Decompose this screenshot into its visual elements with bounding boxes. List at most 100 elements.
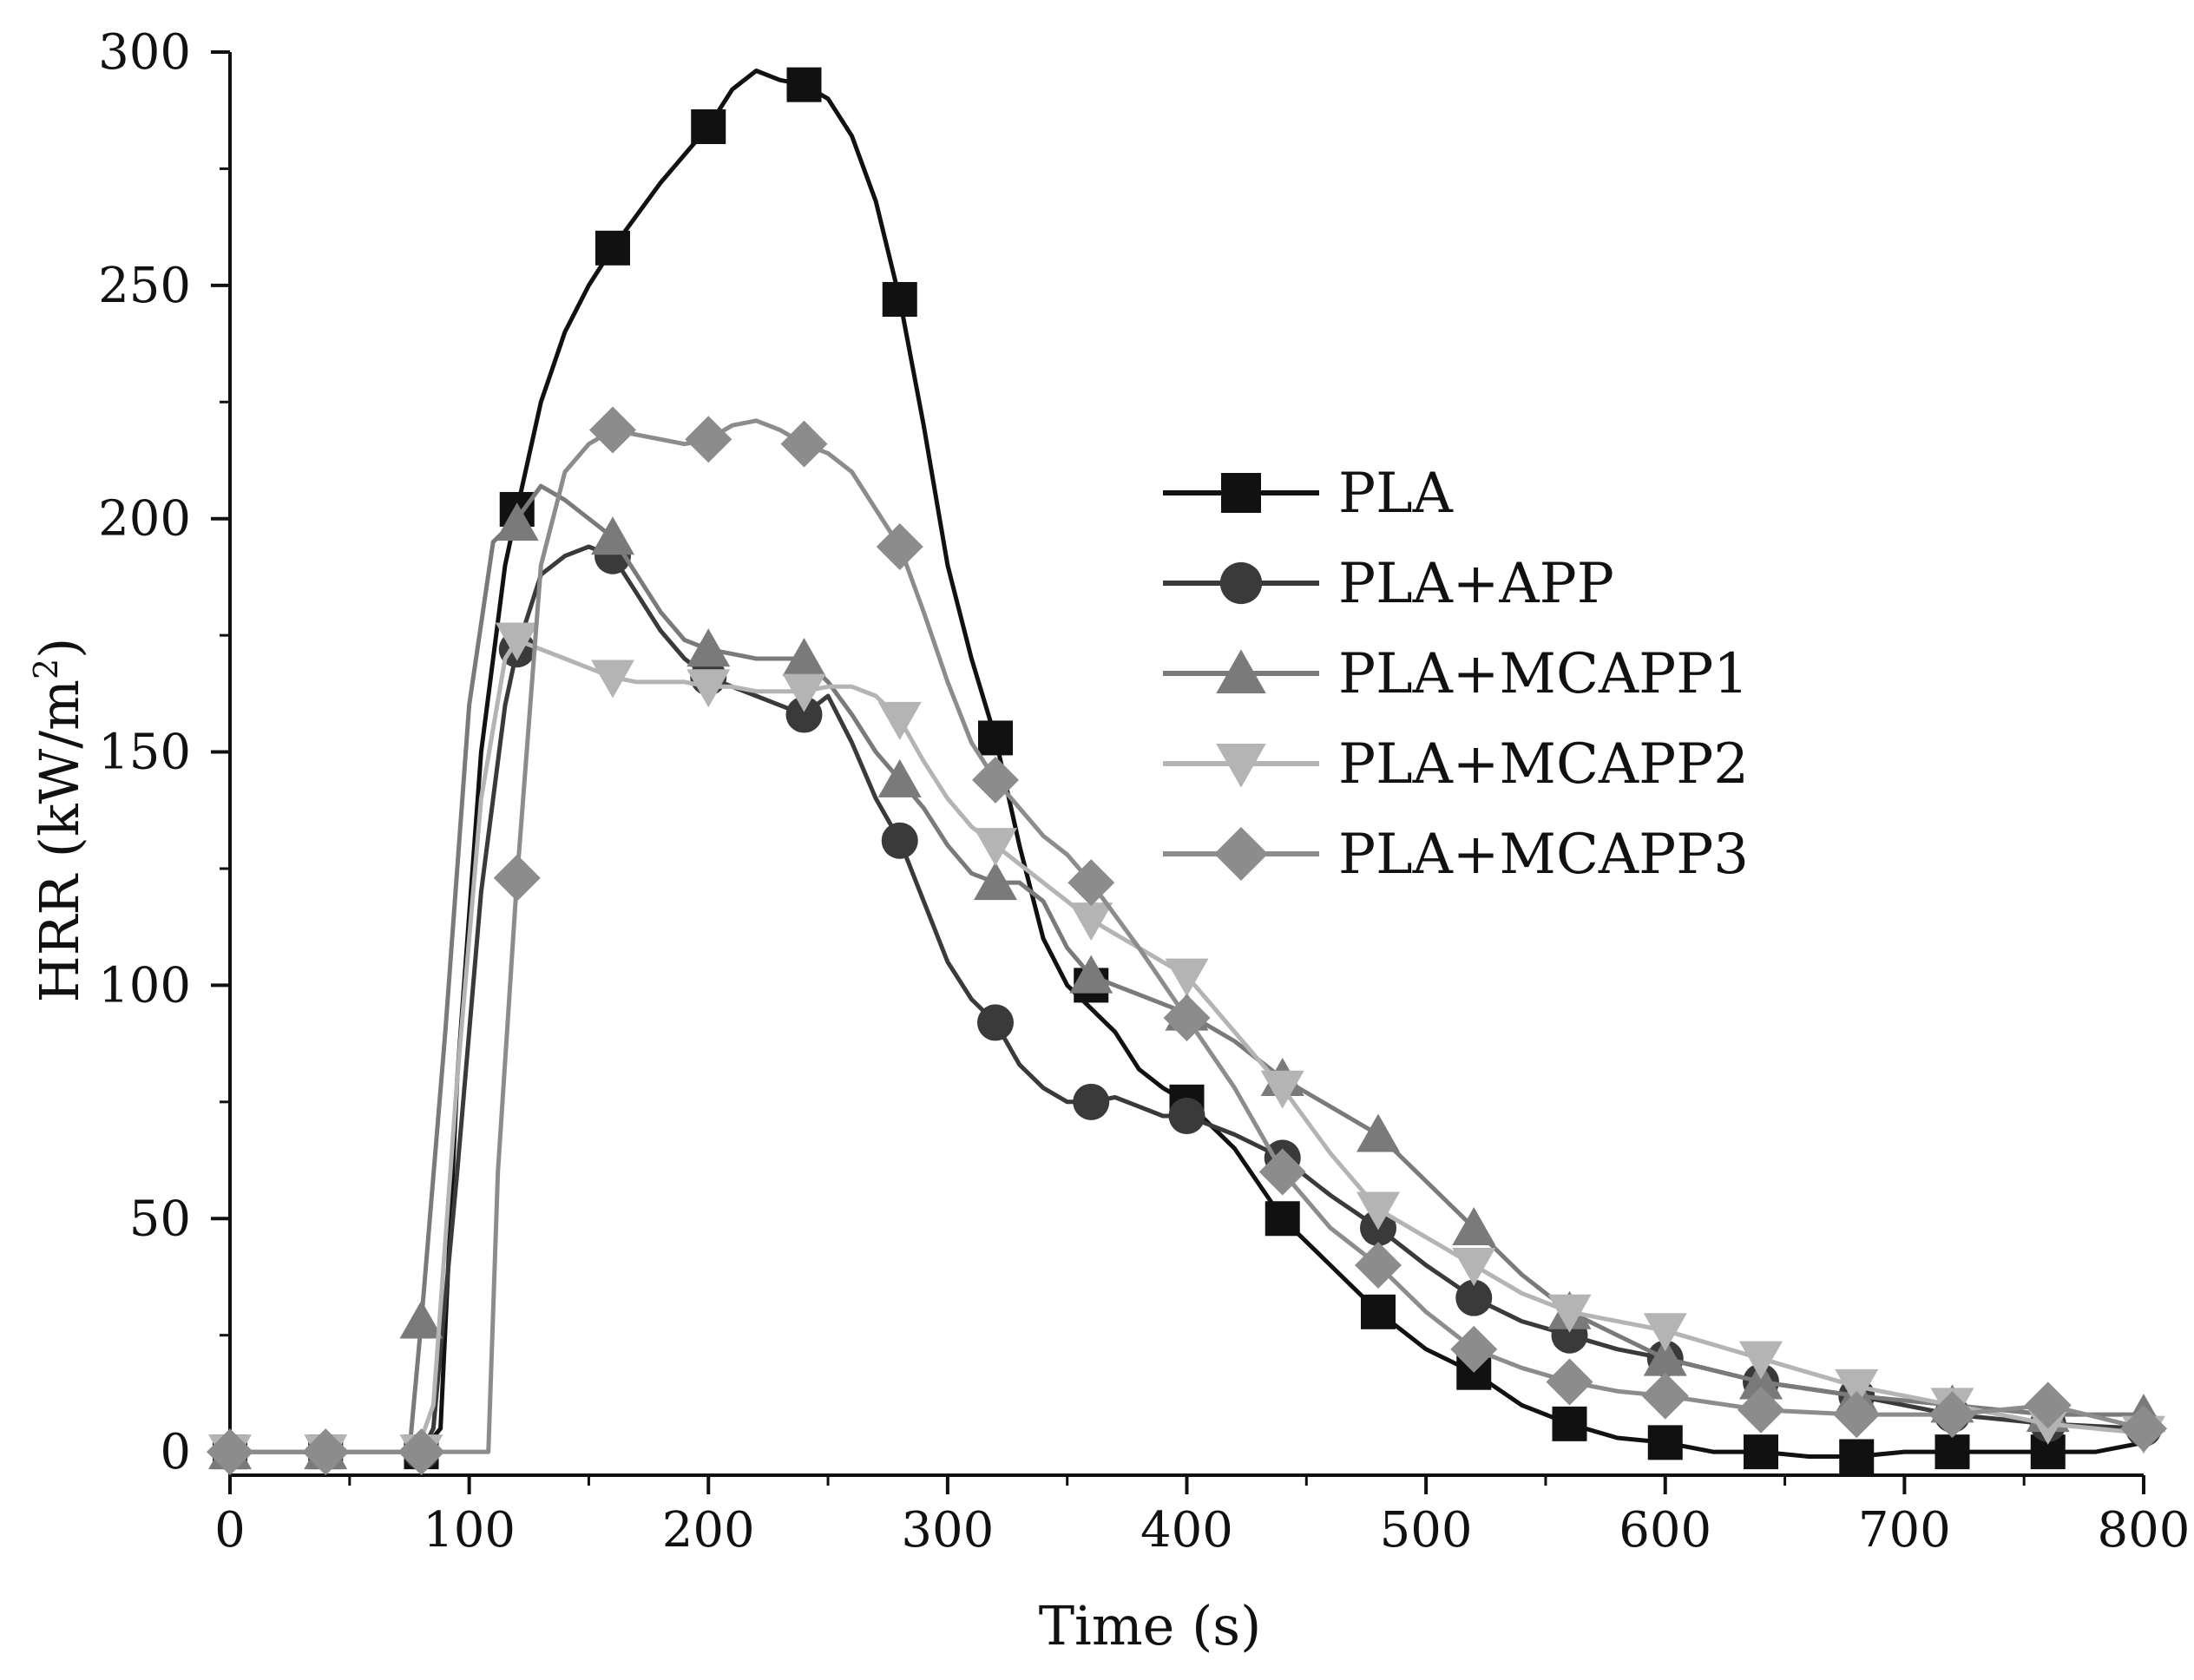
data-point <box>2120 1405 2167 1453</box>
data-point <box>207 1428 253 1476</box>
data-point <box>1839 1439 1875 1474</box>
data-point <box>495 622 539 661</box>
data-point <box>1737 1386 1784 1434</box>
legend-item: PLA+MCAPP1 <box>1163 642 1749 706</box>
y-tick-label: 250 <box>98 258 191 314</box>
data-point <box>1067 859 1115 907</box>
x-tick-label: 100 <box>423 1502 516 1559</box>
y-tick-label: 100 <box>98 957 191 1014</box>
data-point <box>1739 1361 1783 1400</box>
legend-label: PLA <box>1338 462 1454 526</box>
data-point <box>2024 1381 2072 1429</box>
axis-ticks: 0 100 200 300 400 500 600 700 800 0 50 100 150 200 250… <box>98 24 2190 1559</box>
legend-marker <box>1213 826 1269 882</box>
data-point <box>974 862 1017 901</box>
data-point <box>972 756 1019 804</box>
data-point <box>1258 1148 1306 1196</box>
x-tick-label: 700 <box>1858 1502 1951 1559</box>
data-point <box>495 502 539 541</box>
data-point <box>1744 1434 1778 1470</box>
series-line <box>230 638 2145 1454</box>
x-tick-label: 500 <box>1380 1502 1473 1559</box>
legend-label: PLA+APP <box>1338 552 1614 616</box>
data-point <box>1928 1391 1976 1439</box>
y-tick-label: 0 <box>160 1424 191 1480</box>
data-point <box>1168 1097 1205 1134</box>
series-pla <box>213 67 2145 1474</box>
data-point <box>399 1300 443 1339</box>
legend-label: PLA+MCAPP2 <box>1338 732 1749 797</box>
y-axis-title: HRR (kW/m2) <box>27 638 91 1003</box>
data-point <box>1163 994 1211 1042</box>
data-point <box>1356 1113 1400 1152</box>
x-axis-title: Time (s) <box>1039 1594 1262 1657</box>
data-point <box>780 420 828 468</box>
data-point <box>1552 1406 1587 1441</box>
x-tick-label: 200 <box>662 1502 755 1559</box>
data-point <box>1835 1368 1879 1408</box>
data-point <box>1355 1242 1402 1290</box>
data-point <box>882 281 917 317</box>
data-point <box>1546 1358 1593 1406</box>
x-tick-label: 800 <box>2098 1502 2191 1559</box>
legend-marker <box>1216 649 1266 693</box>
data-point <box>1647 1425 1683 1460</box>
data-point <box>302 1428 350 1476</box>
series-line <box>230 483 2144 1454</box>
data-point <box>691 109 726 145</box>
data-point <box>591 660 634 699</box>
data-point <box>1455 1279 1493 1316</box>
data-point <box>1641 1372 1689 1420</box>
data-point <box>1452 1248 1496 1287</box>
data-point <box>1069 955 1113 994</box>
data-point <box>881 822 918 859</box>
legend-label: PLA+MCAPP1 <box>1338 642 1749 706</box>
data-point <box>876 522 923 570</box>
x-tick-label: 0 <box>214 1502 246 1559</box>
x-tick-label: 400 <box>1140 1502 1233 1559</box>
data-point <box>1739 1341 1783 1380</box>
data-point <box>591 516 634 555</box>
legend-item: PLA+MCAPP2 <box>1163 732 1749 797</box>
y-tick-label: 150 <box>98 725 191 781</box>
data-point <box>877 758 922 797</box>
data-point <box>785 696 823 733</box>
x-tick-label: 300 <box>901 1502 994 1559</box>
data-point <box>595 230 630 266</box>
y-tick-label: 300 <box>98 24 191 81</box>
data-point <box>782 673 826 712</box>
data-point <box>397 1428 445 1476</box>
data-point <box>974 828 1017 867</box>
legend-label: PLA+MCAPP3 <box>1338 823 1749 887</box>
series-line <box>230 418 2145 1454</box>
data-point <box>1935 1434 1970 1470</box>
legend-item: PLA+APP <box>1163 552 1614 616</box>
data-point <box>1833 1391 1881 1439</box>
data-point <box>686 669 731 708</box>
plot-area: 0 100 200 300 400 500 600 700 800 0 50 100 150 200 250… <box>98 24 2190 1559</box>
data-point <box>1643 1313 1687 1352</box>
data-point <box>493 854 541 902</box>
y-axis-title-close: ) <box>28 638 91 659</box>
data-point <box>978 720 1013 756</box>
data-point <box>1452 1207 1496 1246</box>
legend-item: PLA+MCAPP3 <box>1163 823 1749 887</box>
series-line <box>230 544 2145 1454</box>
legend-marker <box>1216 744 1266 788</box>
data-point <box>1265 1201 1300 1237</box>
legend: PLA PLA+APP PLA+MCAPP1 PLA+MCAPP2 PLA+MCAPP3 <box>1163 462 1749 887</box>
data-point <box>1073 1083 1110 1120</box>
data-point <box>1260 1070 1304 1109</box>
data-point <box>1069 902 1113 942</box>
data-point <box>877 701 922 740</box>
data-point <box>786 67 822 102</box>
y-axis-title-main: HRR (kW/m <box>28 679 91 1002</box>
y-tick-label: 50 <box>129 1191 191 1247</box>
legend-item: PLA <box>1163 462 1454 526</box>
legend-marker <box>1219 561 1263 605</box>
data-point <box>1165 958 1209 997</box>
data-point <box>1643 1337 1687 1376</box>
series-pla-mcapp3 <box>207 406 2167 1476</box>
series-pla-mcapp2 <box>208 622 2165 1473</box>
y-axis-title-superscript: 2 <box>27 659 65 679</box>
